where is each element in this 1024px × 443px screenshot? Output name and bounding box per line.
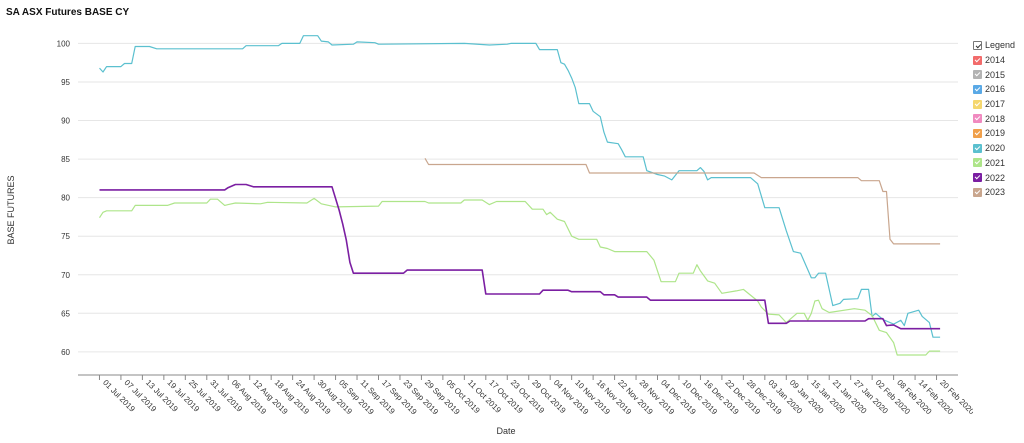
legend-item-label: 2020 xyxy=(985,143,1006,154)
y-tick-label: 85 xyxy=(61,155,70,164)
series-line-2023 xyxy=(424,157,941,245)
y-tick-label: 100 xyxy=(57,39,71,48)
legend-item-2022[interactable]: 2022 xyxy=(973,170,1015,185)
legend-item-label: 2023 xyxy=(985,187,1006,198)
y-axis-label: BASE FUTURES xyxy=(6,175,16,244)
legend-item-label: 2021 xyxy=(985,157,1006,168)
y-tick-label: 90 xyxy=(61,117,70,126)
checkbox-icon[interactable] xyxy=(973,55,982,65)
gridlines xyxy=(78,42,958,353)
legend-item-label: 2022 xyxy=(985,172,1006,183)
legend-item-label: 2015 xyxy=(985,69,1006,80)
checkbox-icon[interactable] xyxy=(973,99,982,109)
y-tick-label: 70 xyxy=(61,271,70,280)
x-axis-label: Date xyxy=(496,426,515,436)
legend-item-label: 2018 xyxy=(985,113,1006,124)
checkbox-icon[interactable] xyxy=(973,70,982,80)
legend-item-label: 2016 xyxy=(985,84,1006,95)
checkbox-icon[interactable] xyxy=(973,40,982,50)
checkbox-icon[interactable] xyxy=(973,143,982,153)
y-axis-ticks: 60 65 70 75 80 85 90 95 100 xyxy=(57,39,71,356)
legend-header[interactable]: Legend xyxy=(973,38,1015,53)
checkbox-icon[interactable] xyxy=(973,173,982,183)
checkbox-icon[interactable] xyxy=(973,187,982,197)
legend-item-2014[interactable]: 2014 xyxy=(973,53,1015,68)
checkbox-icon[interactable] xyxy=(973,84,982,94)
legend-item-2016[interactable]: 2016 xyxy=(973,82,1015,97)
series-line-2020 xyxy=(99,35,941,338)
checkbox-icon[interactable] xyxy=(973,114,982,124)
legend-item-2015[interactable]: 2015 xyxy=(973,67,1015,82)
legend-item-2019[interactable]: 2019 xyxy=(973,126,1015,141)
legend-item-2020[interactable]: 2020 xyxy=(973,141,1015,156)
legend-item-label: 2019 xyxy=(985,128,1006,139)
legend: Legend 2014 2015 2016 2017 2018 2019 2020 2021 2… xyxy=(973,38,1015,200)
y-tick-label: 75 xyxy=(61,232,70,241)
y-tick-label: 65 xyxy=(61,309,70,318)
series-lines xyxy=(98,35,941,356)
legend-item-2017[interactable]: 2017 xyxy=(973,97,1015,112)
legend-item-2023[interactable]: 2023 xyxy=(973,185,1015,200)
y-tick-label: 80 xyxy=(61,194,70,203)
legend-item-label: 2017 xyxy=(985,99,1006,110)
chart-title: SA ASX Futures BASE CY xyxy=(6,7,130,18)
y-tick-label: 95 xyxy=(61,78,70,87)
legend-item-2018[interactable]: 2018 xyxy=(973,111,1015,126)
legend-item-label: 2014 xyxy=(985,55,1006,66)
y-tick-label: 60 xyxy=(61,348,70,357)
checkbox-icon[interactable] xyxy=(973,128,982,138)
legend-item-2021[interactable]: 2021 xyxy=(973,156,1015,171)
series-line-2021 xyxy=(98,197,941,356)
checkbox-icon[interactable] xyxy=(973,158,982,168)
legend-header-label: Legend xyxy=(985,40,1016,51)
series-line-2022 xyxy=(99,183,941,330)
